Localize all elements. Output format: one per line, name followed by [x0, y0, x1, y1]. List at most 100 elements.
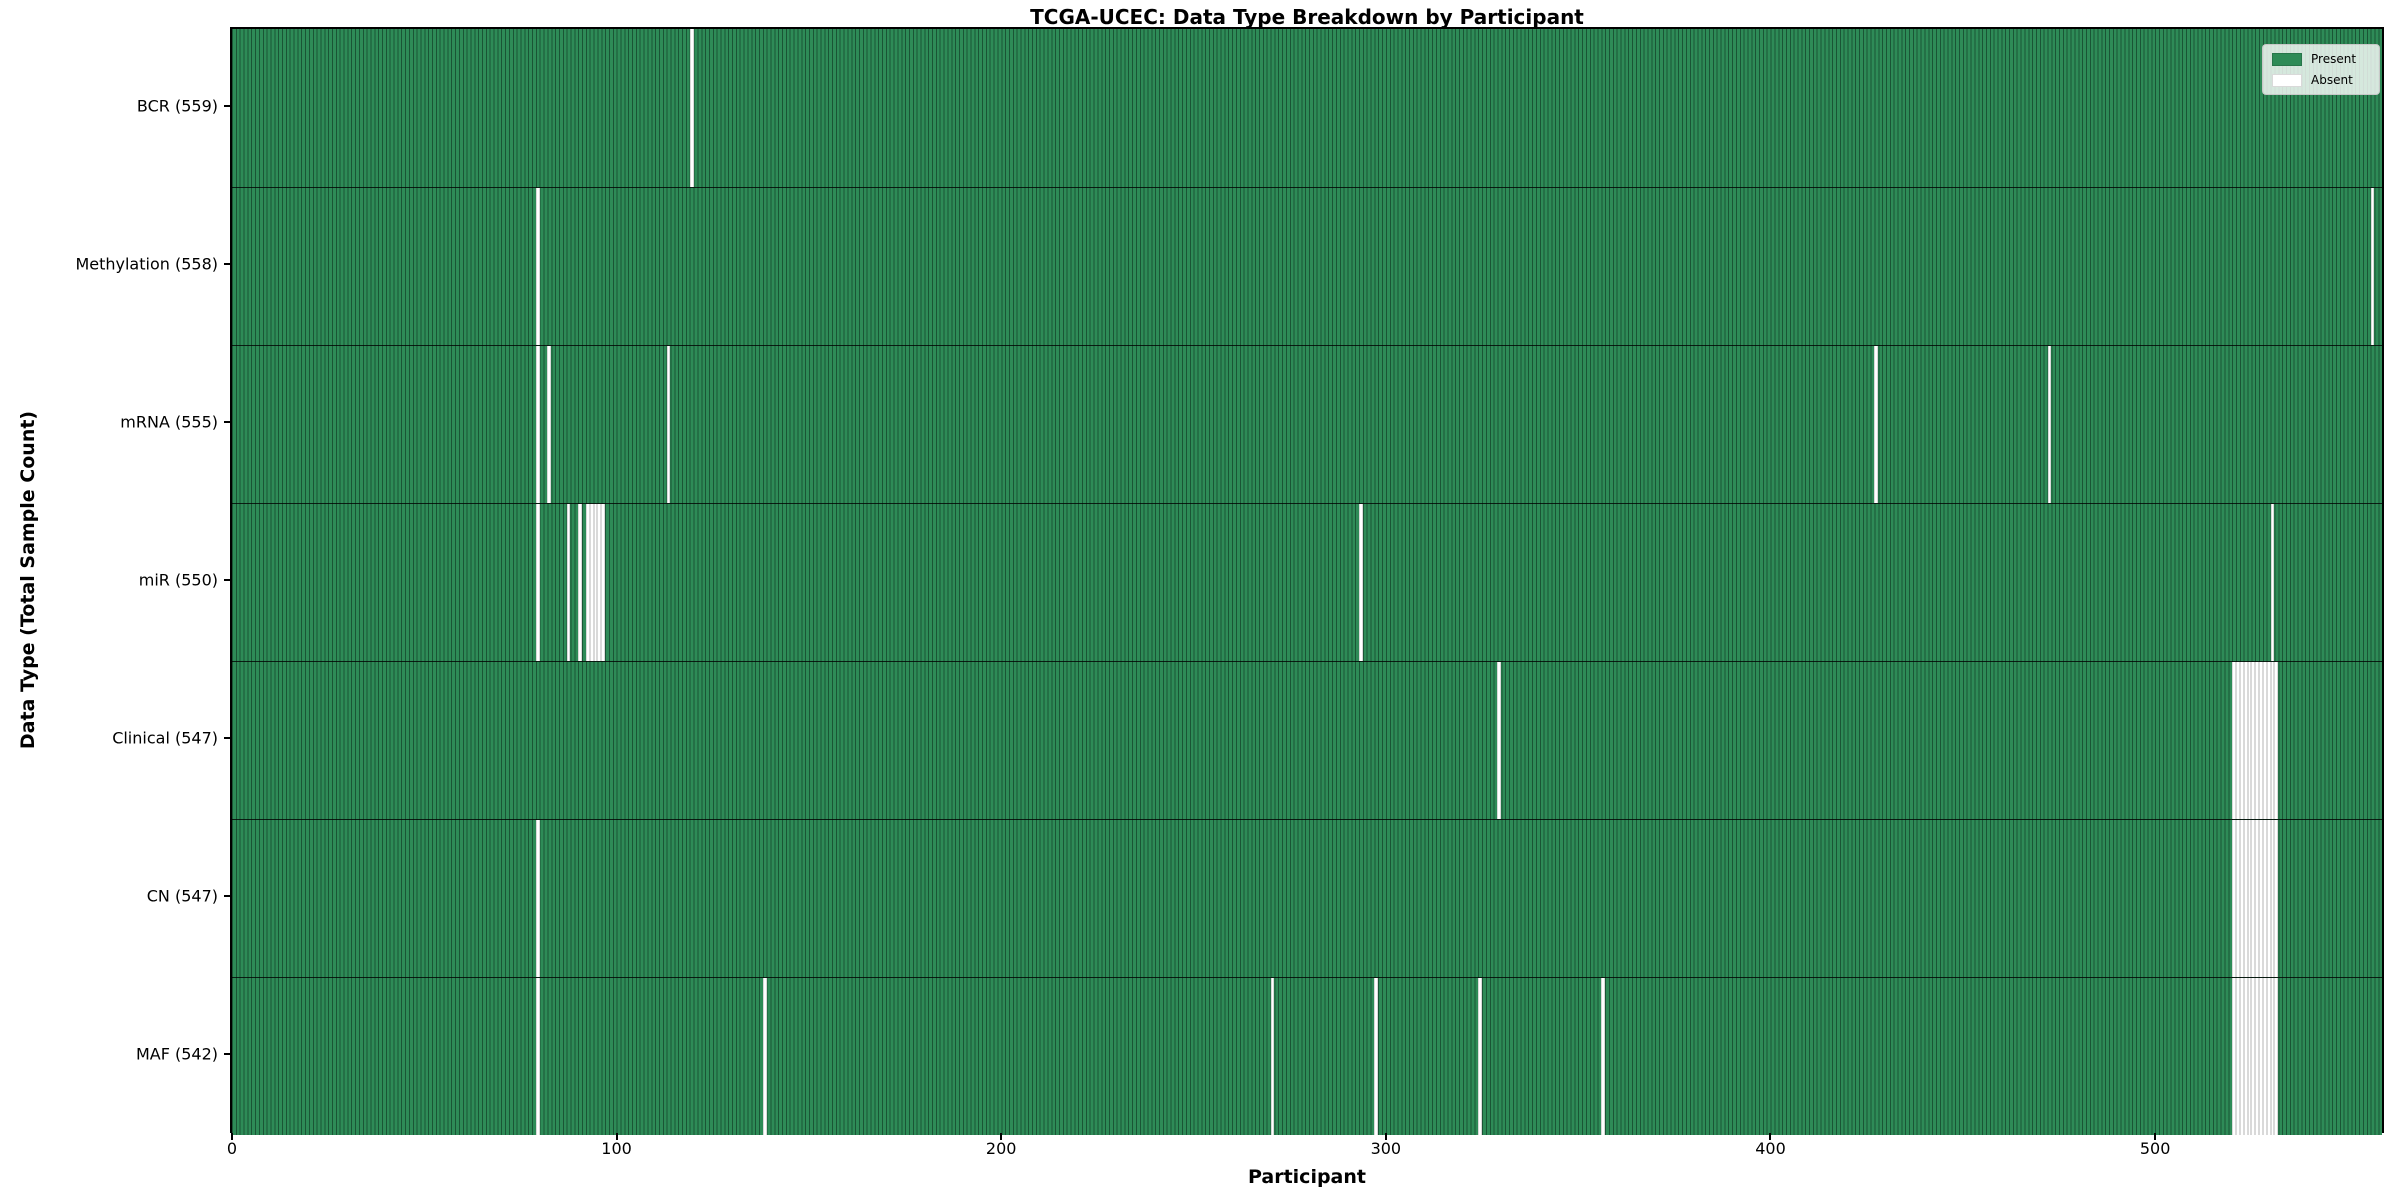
absent-bar: [566, 504, 571, 661]
x-tick-label: 300: [1370, 1139, 1402, 1158]
y-tick-mark: [224, 737, 230, 739]
absent-bar: [535, 346, 540, 503]
absent-bar: [2247, 662, 2252, 819]
legend-item: Absent: [2272, 73, 2370, 87]
absent-bar: [2243, 820, 2248, 977]
y-axis-label: Data Type (Total Sample Count): [17, 410, 39, 750]
absent-bar: [2262, 978, 2267, 1135]
x-tick-label: 500: [2139, 1139, 2171, 1158]
absent-bar: [2262, 820, 2267, 977]
data-row-Methylation: [232, 187, 2382, 345]
x-axis-label: Participant: [1247, 1166, 1366, 1188]
legend-swatch-present: [2272, 52, 2302, 66]
absent-bar: [2270, 504, 2275, 661]
absent-bar: [2266, 820, 2271, 977]
absent-bar: [2235, 978, 2240, 1135]
absent-bar: [2251, 662, 2256, 819]
y-tick-label: mRNA (555): [120, 412, 218, 432]
absent-bar: [2232, 820, 2236, 977]
absent-bar: [2239, 662, 2244, 819]
x-tick-label: 400: [1755, 1139, 1786, 1158]
absent-bar: [535, 504, 540, 661]
legend: Present Absent: [2262, 44, 2380, 95]
absent-bar: [2255, 820, 2260, 977]
absent-bar: [601, 504, 606, 661]
absent-bar: [1874, 346, 1879, 503]
x-tick-label: 100: [601, 1139, 632, 1158]
legend-swatch-absent: [2272, 73, 2302, 87]
y-tick-mark: [224, 895, 230, 897]
x-tick-label: 200: [985, 1139, 1017, 1158]
absent-bar: [535, 188, 540, 345]
y-tick-mark: [224, 579, 230, 581]
data-row-miR: [232, 503, 2382, 661]
absent-bar: [589, 504, 594, 661]
x-tick-mark: [2154, 1133, 2157, 1140]
data-row-BCR: [232, 29, 2382, 187]
data-row-MAF: [232, 977, 2382, 1135]
absent-bar: [2047, 346, 2052, 503]
y-tick-mark: [224, 263, 230, 265]
absent-bar: [2235, 820, 2240, 977]
absent-bar: [2247, 978, 2252, 1135]
absent-bar: [2370, 188, 2375, 345]
data-row-CN: [232, 819, 2382, 977]
absent-bar: [2255, 662, 2260, 819]
x-tick-mark: [1769, 1133, 1772, 1140]
y-tick-label: CN (547): [146, 886, 218, 906]
absent-bar: [2232, 978, 2236, 1135]
absent-bar: [1270, 978, 1275, 1135]
y-tick-label: miR (550): [138, 570, 218, 590]
absent-bar: [2274, 662, 2279, 819]
absent-bar: [2259, 662, 2263, 819]
absent-bar: [2266, 978, 2271, 1135]
absent-bar: [593, 504, 598, 661]
y-tick-mark: [224, 421, 230, 423]
absent-bar: [2239, 978, 2244, 1135]
absent-bar: [578, 504, 583, 661]
absent-bar: [2259, 820, 2263, 977]
x-tick-mark: [230, 1133, 233, 1140]
absent-bar: [2270, 978, 2275, 1135]
x-tick-mark: [615, 1133, 618, 1140]
absent-bar: [2243, 662, 2248, 819]
absent-bar: [2232, 662, 2236, 819]
absent-bar: [2251, 978, 2256, 1135]
absent-bar: [1497, 662, 1502, 819]
legend-label: Present: [2311, 52, 2357, 66]
y-tick-label: BCR (559): [136, 96, 218, 116]
x-tick-mark: [1384, 1133, 1387, 1140]
y-tick-label: MAF (542): [135, 1044, 218, 1064]
x-tick-label: 0: [226, 1139, 238, 1158]
absent-bar: [1374, 978, 1379, 1135]
absent-bar: [666, 346, 671, 503]
absent-bar: [2251, 820, 2256, 977]
data-row-Clinical: [232, 661, 2382, 819]
plot-area: [230, 27, 2384, 1135]
absent-bar: [2243, 978, 2248, 1135]
absent-bar: [2270, 662, 2275, 819]
absent-bar: [2255, 978, 2260, 1135]
chart-title: TCGA-UCEC: Data Type Breakdown by Partic…: [1030, 5, 1584, 29]
absent-bar: [689, 29, 694, 187]
absent-bar: [2247, 820, 2252, 977]
y-tick-label: Methylation (558): [75, 254, 218, 274]
absent-bar: [1359, 504, 1363, 661]
absent-bar: [2274, 978, 2279, 1135]
legend-item: Present: [2272, 52, 2370, 66]
absent-bar: [597, 504, 602, 661]
data-row-mRNA: [232, 345, 2382, 503]
absent-bar: [2259, 978, 2263, 1135]
absent-bar: [1601, 978, 1606, 1135]
absent-bar: [1478, 978, 1483, 1135]
absent-bar: [547, 346, 552, 503]
absent-bar: [2266, 662, 2271, 819]
y-tick-mark: [224, 105, 230, 107]
absent-bar: [2235, 662, 2240, 819]
absent-bar: [2270, 820, 2275, 977]
absent-bar: [535, 820, 540, 977]
absent-bar: [762, 978, 767, 1135]
y-tick-mark: [224, 1053, 230, 1055]
absent-bar: [2262, 662, 2267, 819]
